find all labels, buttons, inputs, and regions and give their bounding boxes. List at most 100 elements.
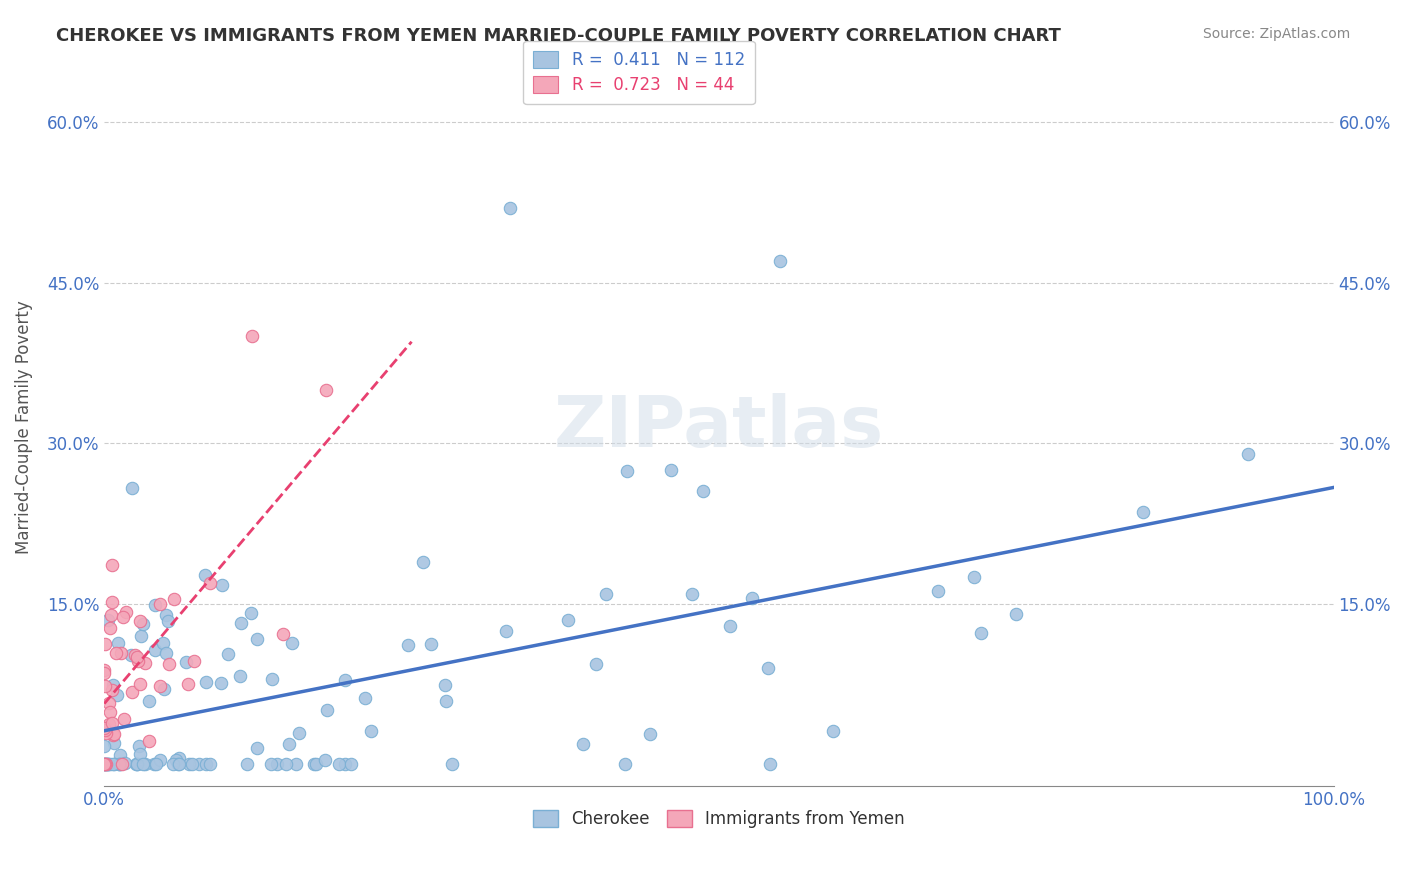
Point [613,757,636,772]
Point [114,756,136,770]
Point [412,555,434,569]
Point [98,696,121,710]
Point [121,481,143,495]
Point [963,570,986,584]
Point [152,681,174,696]
Point [229,615,252,630]
Point [97,757,120,772]
Point [93,757,115,772]
Point [177,757,200,772]
Point [440,757,463,772]
Point [769,254,792,268]
Point [229,669,252,683]
Point [108,757,131,772]
Point [111,757,134,772]
Point [328,757,350,772]
Point [246,632,269,646]
Point [499,201,522,215]
Point [93,757,115,772]
Point [93,757,115,772]
Point [209,675,232,690]
Point [110,646,132,660]
Point [115,605,138,619]
Point [495,624,517,638]
Point [103,736,125,750]
Point [758,757,780,772]
Point [927,583,949,598]
Point [105,646,128,660]
Point [285,757,308,772]
Point [200,757,222,772]
Point [163,592,186,607]
Point [101,682,124,697]
Point [129,614,152,628]
Point [236,757,259,772]
Point [145,757,167,772]
Y-axis label: Married-Couple Family Poverty: Married-Couple Family Poverty [15,301,32,554]
Point [302,757,325,772]
Point [340,757,363,772]
Point [333,757,356,772]
Point [240,329,263,343]
Point [93,739,115,754]
Point [595,587,617,601]
Point [162,757,184,772]
Point [138,694,160,708]
Point [165,753,187,767]
Point [112,712,135,726]
Point [360,723,382,738]
Point [149,753,172,767]
Point [94,679,117,693]
Point [152,636,174,650]
Point [96,757,118,772]
Point [720,619,742,633]
Point [103,727,125,741]
Point [198,575,221,590]
Point [217,647,239,661]
Point [108,757,131,772]
Point [100,558,122,572]
Point [274,757,297,772]
Point [260,757,283,772]
Point [659,463,682,477]
Point [314,753,336,767]
Point [103,757,125,772]
Point [93,757,115,772]
Point [145,598,167,612]
Point [98,716,121,731]
Point [128,739,150,754]
Point [93,722,115,736]
Point [96,726,118,740]
Point [692,484,714,499]
Point [96,723,118,738]
Point [94,723,117,738]
Point [100,595,122,609]
Point [101,757,124,772]
Point [97,757,120,772]
Point [125,649,148,664]
Point [180,757,202,772]
Point [157,657,180,672]
Point [194,568,217,582]
Text: ZIPatlas: ZIPatlas [554,392,884,462]
Point [177,676,200,690]
Point [246,741,269,756]
Point [420,636,443,650]
Point [94,721,117,735]
Point [93,757,115,772]
Point [125,757,148,772]
Point [188,757,211,772]
Point [132,617,155,632]
Point [121,684,143,698]
Point [125,757,148,772]
Point [353,691,375,706]
Point [101,678,124,692]
Point [98,621,121,635]
Point [148,679,170,693]
Point [93,663,115,677]
Point [105,688,128,702]
Point [149,597,172,611]
Point [585,657,607,671]
Point [124,648,146,662]
Point [155,607,177,622]
